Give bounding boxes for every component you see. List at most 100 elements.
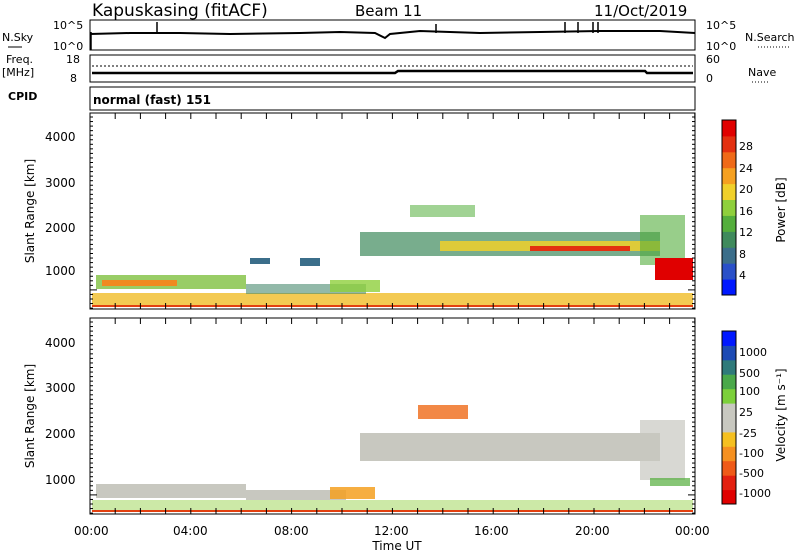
power-colorbar-swatch bbox=[722, 151, 736, 169]
velocity-colorbar-swatch bbox=[722, 431, 736, 447]
velocity-colorbar-swatch bbox=[722, 331, 736, 346]
power-colorbar-ticks: 28 24 20 16 12 8 4 bbox=[739, 140, 753, 282]
freq-panel-frame bbox=[89, 54, 696, 83]
cpid-mode-text: normal (fast) 151 bbox=[93, 93, 211, 107]
xtick-1600: 16:00 bbox=[474, 524, 509, 538]
velocity-colorbar-swatch bbox=[722, 489, 736, 505]
xtick-0800: 08:00 bbox=[274, 524, 309, 538]
power-colorbar-swatch bbox=[722, 263, 736, 280]
velocity-colorbar-swatch bbox=[722, 475, 736, 491]
power-colorbar-swatch bbox=[722, 120, 736, 137]
x-axis: 00:00 04:00 08:00 12:00 16:00 20:00 00:0… bbox=[74, 524, 710, 553]
noise-right-tick-bottom: 10^0 bbox=[706, 40, 736, 53]
power-colorbar-swatch bbox=[722, 215, 736, 232]
vel-cb-tick-m1000: -1000 bbox=[739, 487, 771, 500]
vel-early-gray bbox=[96, 484, 246, 498]
noise-left-tick-top: 10^5 bbox=[53, 19, 83, 32]
velocity-colorbar-swatch bbox=[722, 374, 736, 390]
power-cb-tick-4: 4 bbox=[739, 269, 746, 282]
power-colorbar-swatch bbox=[722, 135, 736, 153]
vel-cb-tick-m500: -500 bbox=[739, 467, 764, 480]
noise-right-tick-top: 10^5 bbox=[706, 19, 736, 32]
power-colorbar-swatch bbox=[722, 183, 736, 200]
power-ylabel: Slant Range [km] bbox=[23, 159, 37, 263]
power-cb-tick-24: 24 bbox=[739, 162, 753, 175]
power-colorbar-swatch bbox=[722, 167, 736, 185]
power-colorbar-swatch bbox=[722, 231, 736, 248]
vel-upper-orange bbox=[418, 405, 468, 419]
vel-ytick-2000: 2000 bbox=[45, 427, 76, 441]
axis-tick-marks bbox=[89, 113, 696, 514]
power-ytick-3000: 3000 bbox=[45, 176, 76, 190]
noise-left-tick-bottom: 10^0 bbox=[53, 40, 83, 53]
power-colorbar-frame bbox=[721, 119, 737, 296]
freq-right-tick-top: 60 bbox=[706, 53, 720, 66]
xtick-1200: 12:00 bbox=[374, 524, 409, 538]
velocity-colorbar bbox=[721, 330, 737, 505]
velocity-panel: 4000 3000 2000 1000 Slant Range [km] 100… bbox=[23, 317, 788, 515]
power-main-red bbox=[530, 246, 630, 251]
power-ytick-1000: 1000 bbox=[45, 264, 76, 278]
power-right-arc bbox=[640, 215, 685, 265]
cpid-panel-frame bbox=[89, 86, 696, 111]
nave-label: Nave bbox=[748, 66, 776, 79]
power-cb-tick-20: 20 bbox=[739, 183, 753, 196]
velocity-colorbar-swatch bbox=[722, 388, 736, 404]
noise-left-label: N.Sky bbox=[2, 31, 34, 44]
velocity-colorbar-swatch bbox=[722, 403, 736, 418]
vel-cb-tick-100: 100 bbox=[739, 385, 760, 398]
power-colorbar-swatch bbox=[722, 279, 736, 296]
power-mid-patch bbox=[250, 258, 270, 264]
velocity-ylabel: Slant Range [km] bbox=[23, 364, 37, 468]
freq-left-tick-top: 18 bbox=[66, 53, 80, 66]
noise-sky-trace bbox=[89, 29, 696, 40]
vel-cb-tick-500: 500 bbox=[739, 367, 760, 380]
x-axis-label: Time UT bbox=[371, 539, 422, 553]
vel-right-gray bbox=[640, 420, 685, 480]
vel-orange-patch bbox=[330, 487, 375, 499]
xtick-0400: 04:00 bbox=[173, 524, 208, 538]
vel-right-green bbox=[650, 478, 690, 486]
vel-cb-tick-m100: -100 bbox=[739, 447, 764, 460]
noise-spikes bbox=[90, 22, 599, 50]
power-early-core bbox=[102, 280, 177, 286]
velocity-colorbar-ticks: 1000 500 100 25 -25 -100 -500 -1000 bbox=[739, 346, 771, 500]
vel-cb-tick-m25: -25 bbox=[739, 427, 757, 440]
date-title: 11/Oct/2019 bbox=[594, 2, 687, 20]
velocity-colorbar-swatch bbox=[722, 446, 736, 462]
power-ytick-4000: 4000 bbox=[45, 130, 76, 144]
freq-label-1: Freq. bbox=[6, 53, 33, 66]
vel-morning-gray bbox=[246, 490, 346, 500]
cpid-label: CPID bbox=[8, 90, 37, 103]
noise-right-label: N.Search bbox=[745, 31, 795, 44]
vel-ytick-3000: 3000 bbox=[45, 381, 76, 395]
vel-cb-tick-25: 25 bbox=[739, 406, 753, 419]
power-panel: 4000 3000 2000 1000 Slant Range [km] 28 … bbox=[23, 112, 788, 310]
power-ground-scatter-band bbox=[92, 293, 693, 307]
beam-title: Beam 11 bbox=[355, 2, 422, 20]
power-morning-band bbox=[246, 284, 366, 294]
power-upper-patch bbox=[410, 205, 475, 217]
power-colorbar bbox=[721, 119, 737, 296]
freq-panel: Freq. [MHz] 18 8 60 0 Nave CPID bbox=[2, 53, 776, 103]
velocity-colorbar-label: Velocity [m s⁻¹] bbox=[774, 368, 788, 461]
power-noon-patch bbox=[300, 258, 320, 266]
noise-panel: N.Sky 10^5 10^0 10^5 10^0 N.Search bbox=[2, 19, 795, 53]
velocity-scatter bbox=[92, 405, 693, 512]
power-cb-tick-28: 28 bbox=[739, 140, 753, 153]
vel-main-gray bbox=[360, 433, 660, 461]
power-ytick-2000: 2000 bbox=[45, 221, 76, 235]
vel-ytick-4000: 4000 bbox=[45, 336, 76, 350]
xtick-2000: 20:00 bbox=[575, 524, 610, 538]
velocity-colorbar-swatch bbox=[722, 460, 736, 476]
power-colorbar-swatch bbox=[722, 247, 736, 264]
xtick-0000b: 00:00 bbox=[675, 524, 710, 538]
power-cb-tick-16: 16 bbox=[739, 205, 753, 218]
velocity-colorbar-frame bbox=[721, 330, 737, 505]
power-cb-tick-12: 12 bbox=[739, 226, 753, 239]
vel-ground-scatter-band bbox=[92, 500, 693, 512]
vel-cb-tick-1000: 1000 bbox=[739, 346, 767, 359]
power-colorbar-swatch bbox=[722, 199, 736, 216]
power-cb-tick-8: 8 bbox=[739, 248, 746, 261]
